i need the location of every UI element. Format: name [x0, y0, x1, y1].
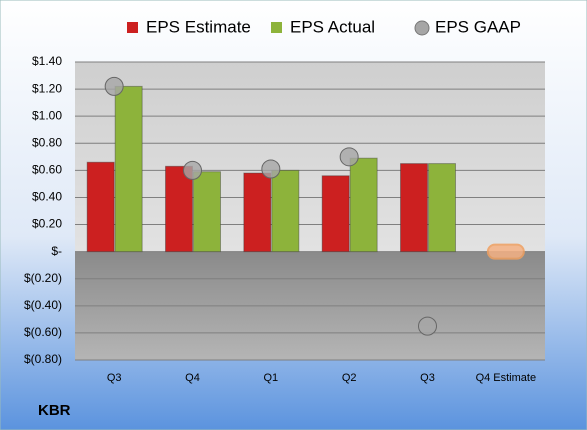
bar	[321, 175, 350, 253]
bar	[400, 163, 428, 253]
y-tick-label: $(0.40)	[24, 298, 62, 312]
x-tick-label: Q3	[107, 372, 122, 384]
y-tick-label: $1.00	[32, 108, 62, 122]
legend-label: EPS Estimate	[146, 17, 251, 36]
y-tick-label: $0.40	[32, 190, 62, 204]
y-tick-label: $(0.80)	[24, 352, 62, 366]
pending-highlight	[486, 243, 525, 260]
y-tick-label: $1.40	[32, 54, 62, 68]
gaap-point	[261, 159, 281, 179]
legend-marker	[271, 22, 282, 33]
company-label: KBR	[38, 402, 71, 419]
x-tick-label: Q4 Estimate	[476, 372, 537, 384]
y-tick-label: $(0.60)	[24, 325, 62, 339]
legend-label: EPS GAAP	[435, 17, 521, 36]
x-tick-label: Q3	[420, 372, 435, 384]
bar	[428, 163, 456, 253]
plot-area-upper	[75, 62, 545, 252]
y-tick-label: $1.20	[32, 81, 62, 95]
bar	[271, 169, 300, 253]
x-tick-label: Q2	[342, 372, 357, 384]
legend-label: EPS Actual	[290, 17, 375, 36]
bar	[165, 165, 193, 253]
y-tick-label: $0.20	[32, 217, 62, 231]
gaap-point	[418, 316, 437, 336]
bar	[243, 172, 272, 253]
bar	[193, 171, 221, 253]
y-tick-label: $0.80	[32, 135, 62, 149]
legend-marker	[127, 22, 138, 33]
x-tick-label: Q1	[263, 372, 278, 384]
y-tick-label: $0.60	[32, 163, 62, 177]
x-tick-label: Q4	[185, 372, 200, 384]
y-tick-label: $(0.20)	[24, 271, 62, 285]
gaap-point	[104, 76, 124, 96]
bar	[349, 157, 378, 253]
y-tick-label: $-	[51, 244, 62, 258]
legend-marker	[414, 20, 430, 36]
gaap-point	[183, 160, 202, 180]
bar	[86, 161, 115, 253]
gaap-point	[339, 147, 359, 167]
bar	[114, 85, 143, 253]
